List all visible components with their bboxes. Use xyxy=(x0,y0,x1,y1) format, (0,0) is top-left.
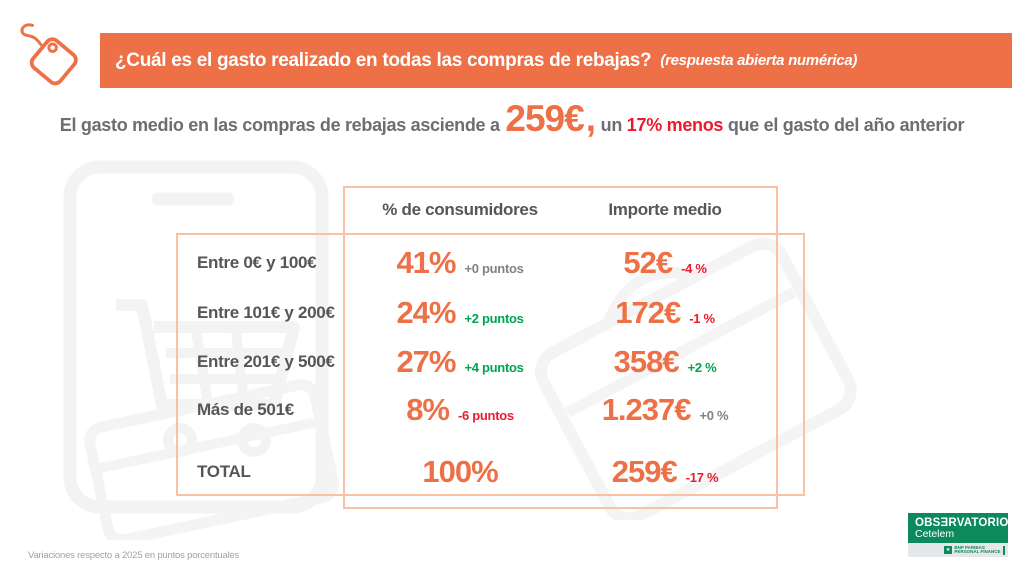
bnp-paribas-text: BNP PARIBAS PERSONAL FINANCE xyxy=(954,544,1001,555)
watermark-card-illustration xyxy=(84,379,339,540)
consumers-delta: +0 puntos xyxy=(464,261,524,276)
question-text: ¿Cuál es el gasto realizado en todas las… xyxy=(115,49,652,71)
question-note: (respuesta abierta numérica) xyxy=(660,52,858,69)
table-row: Más de 501€ 8% -6 puntos 1.237€ +0 % xyxy=(0,388,1024,432)
consumers-value: 8% xyxy=(406,392,450,427)
logo-subtitle: Cetelem xyxy=(915,528,955,540)
consumers-cell: 8% -6 puntos xyxy=(350,388,570,432)
amount-cell: 1.237€ +0 % xyxy=(555,388,775,432)
consumers-cell: 41% +0 puntos xyxy=(350,241,570,285)
row-label: Entre 101€ y 200€ xyxy=(197,303,335,322)
subtitle-value: 259€ xyxy=(505,98,584,139)
consumers-delta: +2 puntos xyxy=(464,311,524,326)
subtitle-part3: que el gasto del año anterior xyxy=(723,115,965,135)
column-header-consumers: % de consumidores xyxy=(382,200,538,219)
table-row: Entre 201€ y 500€ 27% +4 puntos 358€ +2 … xyxy=(0,340,1024,384)
watermark-phone-cart-illustration xyxy=(63,160,329,514)
amount-cell: 172€ -1 % xyxy=(555,291,775,335)
total-amount-value: 259€ xyxy=(611,454,678,489)
observatorio-cetelem-logo: OBSƎRVATORIO Cetelem BNP PARIBAS PERSONA… xyxy=(908,513,1008,557)
bnp-paribas-strip: BNP PARIBAS PERSONAL FINANCE xyxy=(908,543,1008,557)
footnote: Variaciones respecto a 2025 en puntos po… xyxy=(28,550,240,561)
amount-value: 358€ xyxy=(613,344,680,379)
bnp-line2: PERSONAL FINANCE xyxy=(954,549,1001,554)
key-finding-line: El gasto medio en las compras de rebajas… xyxy=(0,98,1024,154)
total-amount-cell: 259€ -17 % xyxy=(555,450,775,494)
bnp-line1: BNP PARIBAS xyxy=(954,544,985,550)
logo-title: OBSƎRVATORIO xyxy=(915,517,1009,529)
subtitle-comma: , xyxy=(585,98,596,139)
subtitle-part2: un xyxy=(595,115,627,135)
amount-value: 1.237€ xyxy=(601,392,692,427)
amount-cell: 358€ +2 % xyxy=(555,340,775,384)
table-total-row: TOTAL 100% 259€ -17 % xyxy=(0,450,1024,494)
total-amount-delta: -17 % xyxy=(685,470,719,485)
consumers-delta: -6 puntos xyxy=(458,408,514,423)
logo-green-box: OBSƎRVATORIO Cetelem xyxy=(908,513,1008,543)
amount-value: 52€ xyxy=(623,245,673,280)
watermark-bag-illustration xyxy=(534,237,857,520)
bnp-paribas-icon xyxy=(944,546,953,554)
amount-delta: -4 % xyxy=(681,261,707,276)
price-tag-icon xyxy=(20,23,78,86)
column-header-amount: Importe medio xyxy=(608,200,722,219)
total-consumers-value: 100% xyxy=(422,454,498,489)
table-row: Entre 0€ y 100€ 41% +0 puntos 52€ -4 % xyxy=(0,241,1024,285)
total-consumers-cell: 100% xyxy=(350,450,570,494)
amount-delta: +0 % xyxy=(699,408,729,423)
consumers-value: 24% xyxy=(396,295,456,330)
amount-delta: +2 % xyxy=(687,360,717,375)
question-header-bar: ¿Cuál es el gasto realizado en todas las… xyxy=(100,33,1012,88)
row-label: Entre 201€ y 500€ xyxy=(197,352,335,371)
table-row: Entre 101€ y 200€ 24% +2 puntos 172€ -1 … xyxy=(0,291,1024,335)
table-rows-frame xyxy=(176,233,805,496)
row-label: Entre 0€ y 100€ xyxy=(197,253,317,272)
row-label: Más de 501€ xyxy=(197,400,294,419)
bnp-green-bar-icon xyxy=(1002,545,1005,555)
consumers-value: 27% xyxy=(396,344,456,379)
amount-value: 172€ xyxy=(615,295,681,330)
total-label: TOTAL xyxy=(197,462,251,481)
consumers-cell: 27% +4 puntos xyxy=(350,340,570,384)
consumers-delta: +4 puntos xyxy=(464,360,524,375)
table-columns-frame xyxy=(343,186,778,509)
subtitle-change: 17% menos xyxy=(626,115,724,135)
amount-delta: -1 % xyxy=(689,311,715,326)
consumers-value: 41% xyxy=(396,245,456,280)
amount-cell: 52€ -4 % xyxy=(555,241,775,285)
subtitle-part1: El gasto medio en las compras de rebajas… xyxy=(59,115,505,135)
consumers-cell: 24% +2 puntos xyxy=(350,291,570,335)
